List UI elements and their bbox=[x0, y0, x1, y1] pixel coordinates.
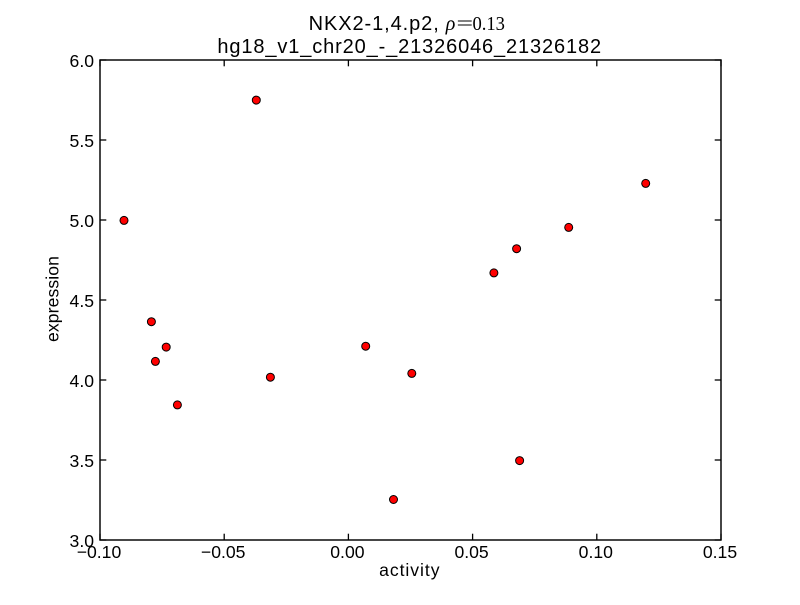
svg-text:4.5: 4.5 bbox=[70, 291, 95, 311]
svg-text:6.0: 6.0 bbox=[70, 51, 95, 71]
svg-text:−0.10: −0.10 bbox=[77, 542, 122, 562]
svg-text:0.15: 0.15 bbox=[703, 542, 737, 562]
svg-text:5.5: 5.5 bbox=[70, 131, 95, 151]
svg-text:3.0: 3.0 bbox=[70, 531, 95, 551]
svg-text:0.00: 0.00 bbox=[330, 542, 364, 562]
svg-text:hg18_v1_chr20_-_21326046_21326: hg18_v1_chr20_-_21326046_21326182 bbox=[217, 36, 602, 58]
svg-text:4.0: 4.0 bbox=[70, 371, 95, 391]
svg-text:−0.05: −0.05 bbox=[201, 542, 246, 562]
svg-text:5.0: 5.0 bbox=[70, 211, 95, 231]
svg-text:activity: activity bbox=[379, 560, 440, 580]
svg-text:3.5: 3.5 bbox=[70, 451, 95, 471]
svg-text:NKX2-1,4.p2, ρ=0.13: NKX2-1,4.p2, ρ=0.13 bbox=[309, 13, 505, 35]
svg-text:0.10: 0.10 bbox=[579, 542, 613, 562]
svg-text:expression: expression bbox=[43, 256, 63, 342]
svg-text:0.05: 0.05 bbox=[454, 542, 488, 562]
